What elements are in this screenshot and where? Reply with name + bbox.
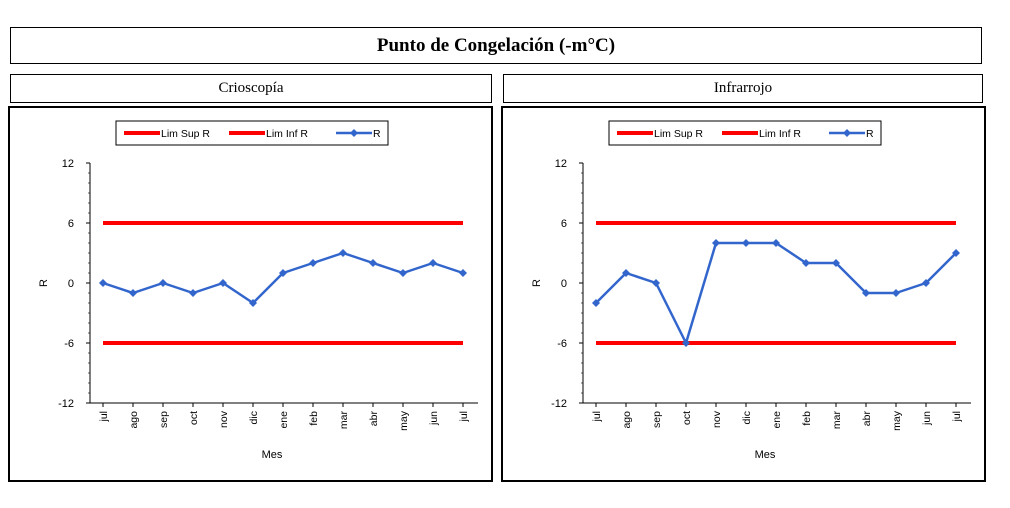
x-tick-label: feb <box>308 411 320 426</box>
x-axis-label: Mes <box>755 449 776 461</box>
x-tick-label: jul <box>98 411 110 423</box>
x-tick-label: abr <box>861 411 873 427</box>
page-title: Punto de Congelación (-m°C) <box>10 27 982 64</box>
r-series-line <box>102 251 464 305</box>
r-data-point <box>369 259 377 267</box>
x-tick-label: may <box>398 410 410 431</box>
chart-title-infrarrojo: Infrarrojo <box>503 74 983 103</box>
x-tick-label: jun <box>921 411 933 426</box>
x-axis-label: Mes <box>262 449 283 461</box>
r-data-point <box>742 239 750 247</box>
y-tick-label: 6 <box>68 218 74 230</box>
r-data-point <box>99 279 107 287</box>
legend-label-1: Lim Inf R <box>266 128 308 140</box>
x-tick-label: ene <box>278 411 290 429</box>
y-tick-label: 0 <box>561 278 567 290</box>
legend-label-1: Lim Inf R <box>759 128 801 140</box>
x-tick-label: sep <box>651 411 663 428</box>
x-tick-label: may <box>891 410 903 431</box>
x-tick-label: dic <box>741 411 753 424</box>
r-data-point <box>592 299 600 307</box>
x-tick-label: jul <box>591 411 603 423</box>
r-data-point <box>652 279 660 287</box>
chart-title-crioscopia: Crioscopía <box>10 74 492 103</box>
r-data-point <box>952 249 960 257</box>
legend: Lim Sup R Lim Inf R R <box>115 120 389 146</box>
legend-marker-2 <box>350 129 358 137</box>
r-data-point <box>159 279 167 287</box>
y-tick-label: -12 <box>58 398 74 410</box>
legend-label-0: Lim Sup R <box>161 128 210 140</box>
x-tick-label: oct <box>681 411 693 425</box>
legend-label-0: Lim Sup R <box>654 128 703 140</box>
r-data-point <box>892 289 900 297</box>
x-tick-label: feb <box>801 411 813 426</box>
x-tick-label: jul <box>458 411 470 423</box>
r-data-point <box>429 259 437 267</box>
x-tick-label: ene <box>771 411 783 429</box>
x-tick-label: mar <box>831 411 843 430</box>
x-tick-label: ago <box>621 411 633 429</box>
r-data-point <box>189 289 197 297</box>
r-data-point <box>339 249 347 257</box>
r-data-point <box>922 279 930 287</box>
r-data-point <box>712 239 720 247</box>
r-data-point <box>309 259 317 267</box>
legend-marker-2 <box>843 129 851 137</box>
y-tick-label: -12 <box>551 398 567 410</box>
x-tick-label: nov <box>711 410 723 428</box>
r-data-point <box>622 269 630 277</box>
r-data-point <box>279 269 287 277</box>
x-tick-label: jul <box>951 411 963 423</box>
legend-label-2: R <box>866 128 874 140</box>
x-tick-label: oct <box>188 411 200 425</box>
y-tick-label: 12 <box>62 158 74 170</box>
r-series-line <box>595 241 957 345</box>
legend-label-2: R <box>373 128 381 140</box>
x-tick-label: nov <box>218 410 230 428</box>
y-axis-label: R <box>531 279 543 287</box>
r-data-point <box>219 279 227 287</box>
x-tick-label: abr <box>368 411 380 427</box>
legend: Lim Sup R Lim Inf R R <box>608 120 882 146</box>
r-data-point <box>862 289 870 297</box>
r-data-point <box>832 259 840 267</box>
x-tick-label: ago <box>128 411 140 429</box>
y-tick-label: 6 <box>561 218 567 230</box>
y-axis-label: R <box>38 279 50 287</box>
y-tick-label: -6 <box>64 338 74 350</box>
y-tick-label: -6 <box>557 338 567 350</box>
x-tick-label: mar <box>338 411 350 430</box>
r-data-point <box>399 269 407 277</box>
r-data-point <box>772 239 780 247</box>
r-data-point <box>459 269 467 277</box>
y-tick-label: 12 <box>555 158 567 170</box>
r-data-point <box>129 289 137 297</box>
x-tick-label: jun <box>428 411 440 426</box>
r-data-point <box>802 259 810 267</box>
r-data-point <box>249 299 257 307</box>
x-tick-label: sep <box>158 411 170 428</box>
y-tick-label: 0 <box>68 278 74 290</box>
x-tick-label: dic <box>248 411 260 424</box>
r-data-point <box>682 339 690 347</box>
